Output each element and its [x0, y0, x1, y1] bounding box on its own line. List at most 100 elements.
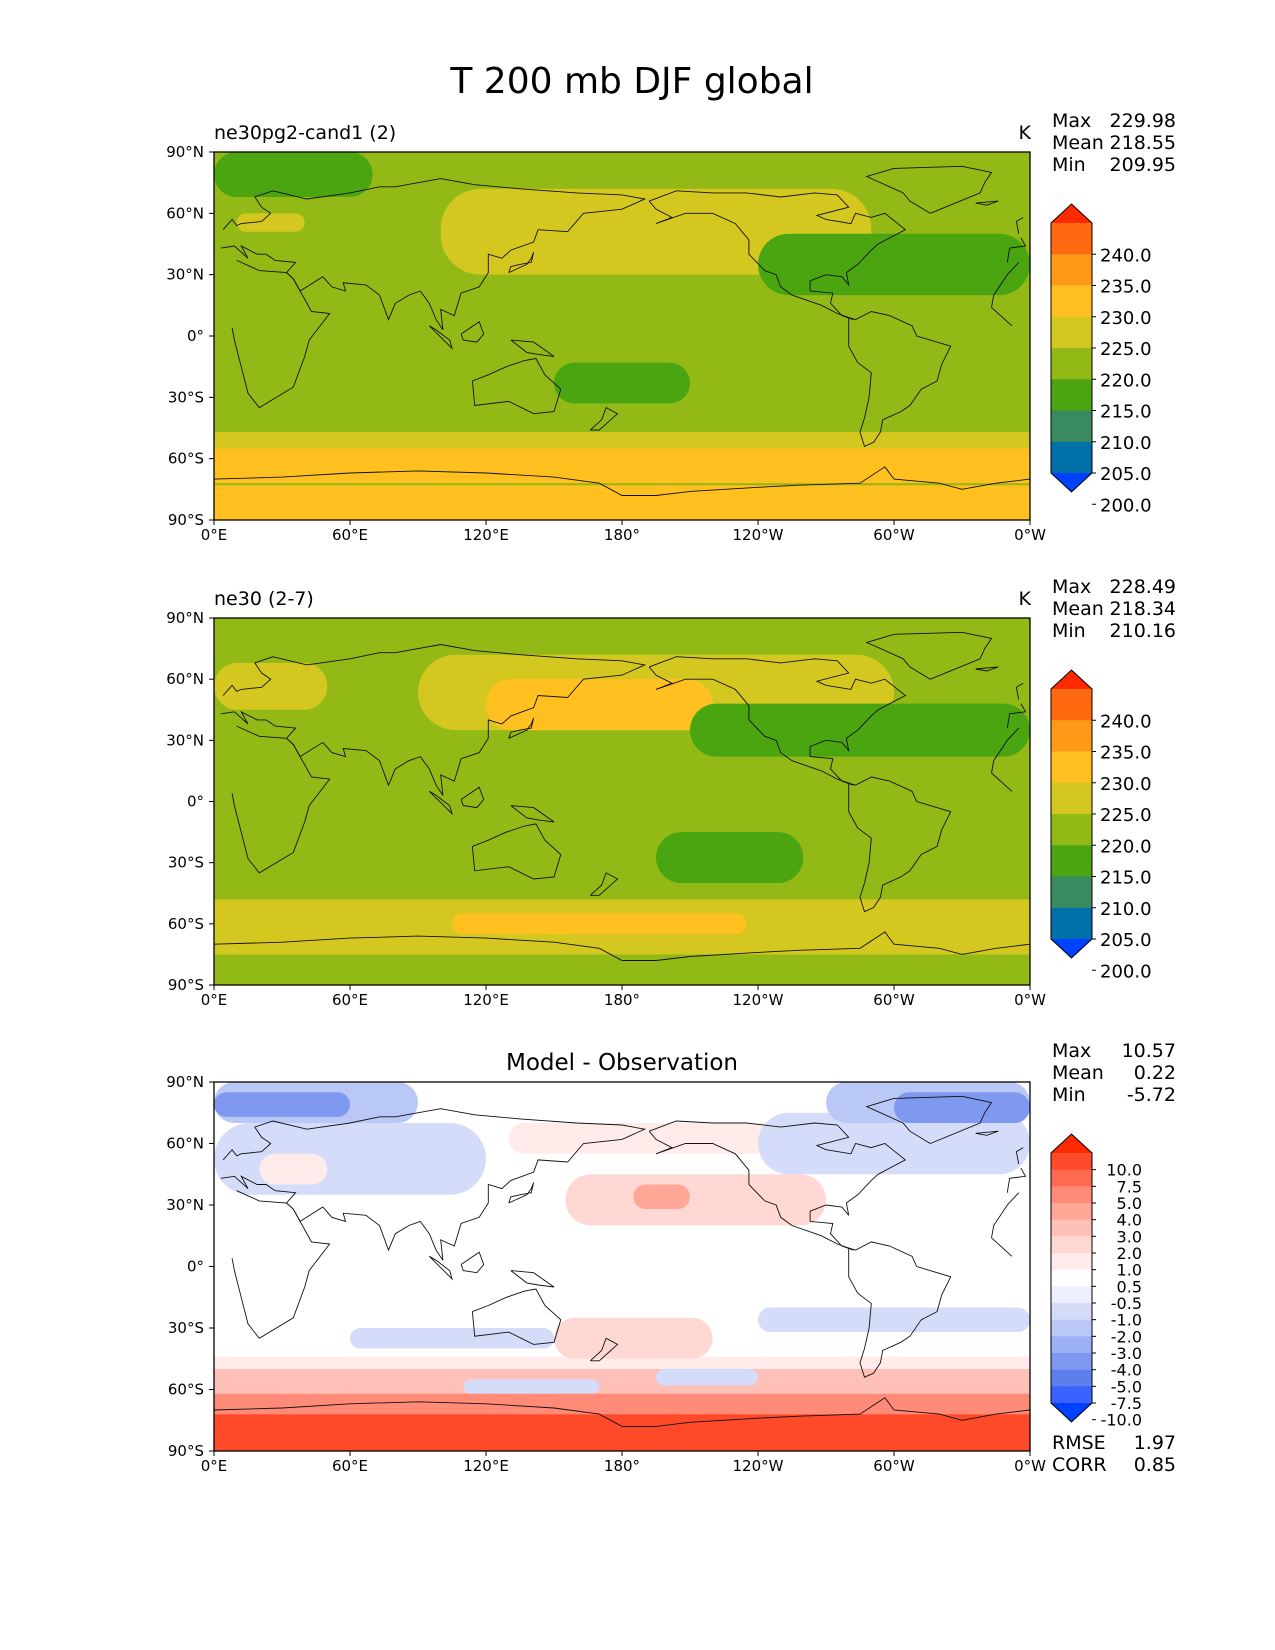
field-region — [758, 233, 1030, 296]
coastline — [848, 311, 952, 448]
colorbar-extend-min — [1051, 939, 1092, 958]
colorbar-segment — [1051, 845, 1092, 877]
colorbar-segment — [1051, 1219, 1092, 1237]
colorbar-segment — [1051, 1319, 1092, 1337]
colorbar-segment — [1051, 379, 1092, 411]
colorbar-segment — [1051, 1169, 1092, 1187]
colorbar-segment — [1051, 1186, 1092, 1204]
colorbar-segment — [1051, 1286, 1092, 1304]
coastline — [471, 358, 562, 415]
field-region — [463, 1379, 600, 1394]
panel-title: Model - Observation — [506, 1050, 738, 1076]
coastline — [508, 252, 535, 274]
field-region — [894, 1092, 1030, 1123]
colorbar-label: 235.0 — [1100, 277, 1152, 298]
colorbar-segment — [1051, 1153, 1092, 1171]
metric-value-rmse: 1.97 — [1134, 1432, 1176, 1454]
coastline — [1006, 237, 1027, 263]
x-tick-label: 60°E — [332, 526, 368, 544]
colorbar-label: 215.0 — [1100, 402, 1152, 423]
coastline — [975, 1130, 999, 1136]
x-tick-label: 60°E — [332, 991, 368, 1009]
colorbar-label: 0.5 — [1117, 1277, 1142, 1296]
colorbar-label: 205.0 — [1100, 464, 1152, 485]
y-tick-label: 60°N — [166, 1135, 204, 1153]
colorbar-segment — [1051, 223, 1092, 255]
colorbar-label: 4.0 — [1117, 1211, 1142, 1230]
x-tick-label: 0°E — [201, 526, 228, 544]
y-tick-label: 90°N — [166, 1073, 204, 1091]
colorbar-extend-max — [1051, 204, 1092, 223]
coastline — [865, 631, 993, 680]
coastline — [1006, 703, 1027, 729]
x-tick-label: 120°W — [733, 526, 784, 544]
x-tick-label: 60°W — [873, 991, 915, 1009]
colorbar-extend-max — [1051, 670, 1092, 689]
coastline — [991, 307, 1013, 327]
y-tick-label: 60°S — [168, 915, 204, 933]
colorbar-label: 1.0 — [1117, 1261, 1142, 1280]
field-region — [214, 432, 1030, 449]
colorbar-label: 10.0 — [1106, 1161, 1142, 1180]
field-region — [486, 679, 713, 731]
x-tick-label: 0°W — [1014, 991, 1046, 1009]
y-tick-label: 30°N — [166, 266, 204, 284]
coastline — [589, 1337, 619, 1362]
coastline — [865, 1095, 993, 1144]
coastline — [508, 717, 535, 739]
field-region — [214, 1092, 350, 1117]
colorbar-label: -7.5 — [1111, 1394, 1142, 1413]
coastline — [471, 823, 562, 880]
x-tick-label: 120°W — [733, 991, 784, 1009]
colorbar-label: 210.0 — [1100, 433, 1152, 454]
stat-value-mean: 218.34 — [1110, 598, 1176, 620]
colorbar-label: -1.0 — [1111, 1311, 1142, 1330]
y-tick-label: 60°S — [168, 1381, 204, 1399]
colorbar-segment — [1051, 1236, 1092, 1254]
colorbar: 240.0 235.0 230.0 225.0 220.0 215.0 210.0 205.0… — [1050, 669, 1152, 982]
y-tick-label: 60°N — [166, 670, 204, 688]
colorbar-segment — [1051, 285, 1092, 318]
colorbar-label: 205.0 — [1100, 930, 1152, 951]
field-region — [452, 913, 747, 935]
colorbar-segment — [1051, 782, 1092, 815]
colorbar-label: 225.0 — [1100, 339, 1152, 360]
field-region — [656, 1369, 758, 1386]
colorbar-segment — [1051, 1253, 1092, 1271]
colorbar-label: 210.0 — [1100, 899, 1152, 920]
stat-value-mean: 218.55 — [1110, 132, 1176, 154]
panel-units: K — [1019, 122, 1032, 144]
colorbar-segment — [1051, 1336, 1092, 1354]
field-region — [214, 1123, 486, 1195]
y-tick-label: 90°N — [166, 143, 204, 161]
colorbar-segment — [1051, 348, 1092, 380]
stat-value-min: 210.16 — [1110, 620, 1176, 642]
x-tick-label: 120°W — [733, 1457, 784, 1475]
colorbar-segment — [1051, 814, 1092, 846]
colorbar-segment — [1051, 254, 1092, 286]
panel-test: 0°E 60°E 120°E 180° 120°W 60°W 0°W 90°N 60°N 30°N… — [166, 110, 1176, 544]
x-tick-label: 0°E — [201, 991, 228, 1009]
colorbar-label: 200.0 — [1100, 495, 1152, 516]
panel-diff: 0°E 60°E 120°E 180° 120°W 60°W 0°W 90°N 60°N 30°N… — [166, 1040, 1176, 1476]
stat-value-max: 228.49 — [1110, 576, 1176, 598]
coastline — [975, 666, 999, 672]
x-tick-label: 120°E — [463, 991, 509, 1009]
coastline — [991, 1192, 1020, 1238]
colorbar-segment — [1051, 316, 1092, 349]
y-tick-label: 90°S — [168, 511, 204, 529]
field-region — [690, 703, 1030, 757]
colorbar-label: -3.0 — [1111, 1344, 1142, 1363]
x-tick-label: 0°W — [1014, 1457, 1046, 1475]
y-tick-label: 30°N — [166, 731, 204, 749]
coastline — [991, 772, 1013, 792]
colorbar-label: 230.0 — [1100, 308, 1152, 329]
stat-value-min: 209.95 — [1110, 154, 1176, 176]
coastline — [991, 262, 1020, 308]
coastline — [428, 790, 453, 816]
field-region — [350, 1328, 554, 1349]
colorbar-segment — [1051, 720, 1092, 752]
field-region — [633, 1184, 690, 1210]
panel-reference: 0°E 60°E 120°E 180° 120°W 60°W 0°W 90°N 60°N 30°N… — [166, 576, 1176, 1009]
